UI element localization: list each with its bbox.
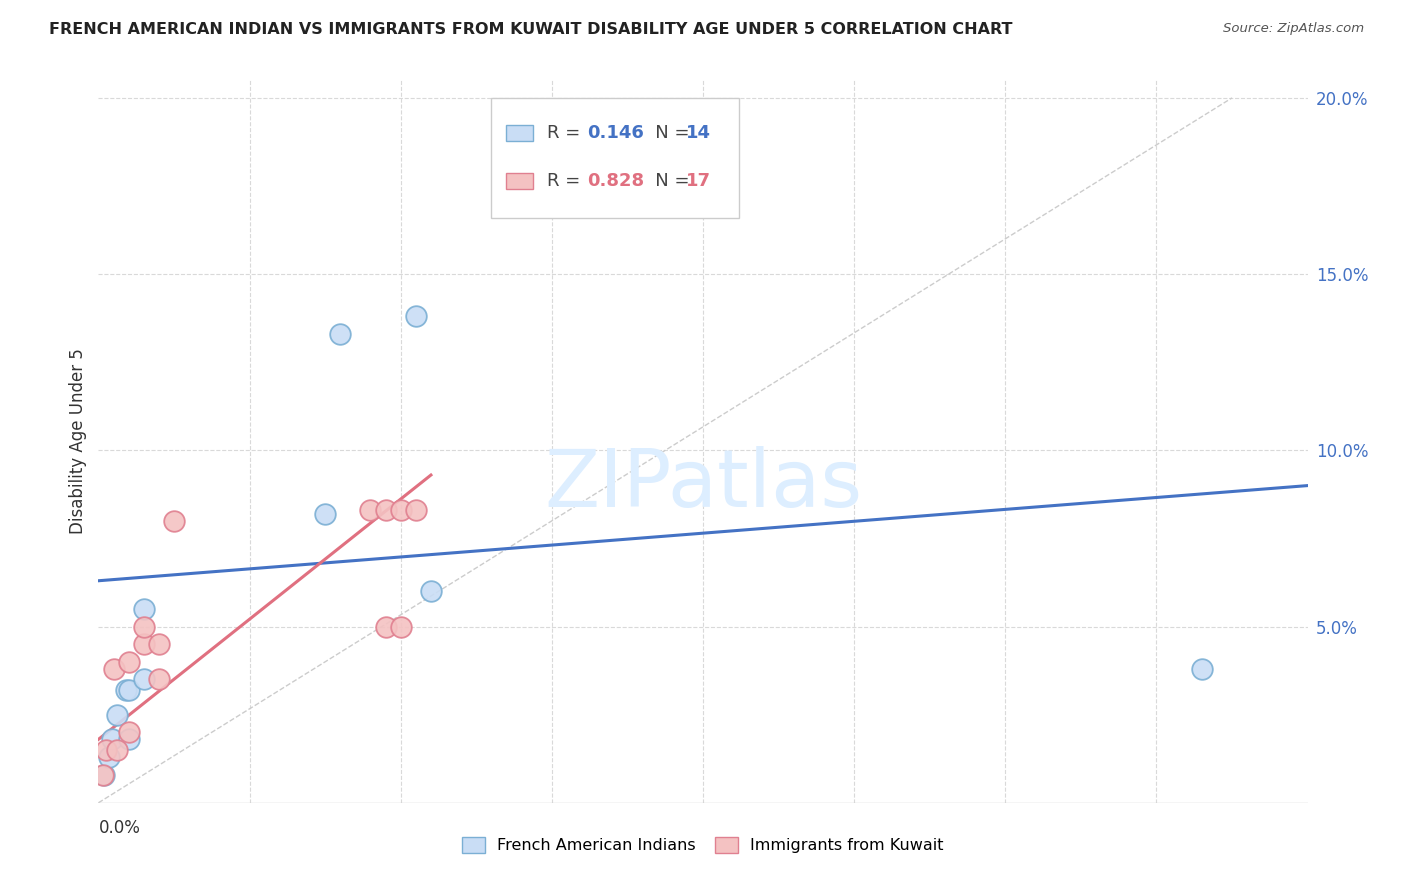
Text: 17: 17 [686, 172, 711, 190]
Point [374, 619, 396, 633]
Point [114, 683, 136, 698]
Point [132, 637, 155, 651]
Text: 0.146: 0.146 [586, 124, 644, 142]
Point [360, 503, 382, 517]
Point [94, 743, 117, 757]
Point [405, 503, 427, 517]
Bar [506, 125, 533, 141]
Point [389, 503, 412, 517]
Point [329, 326, 352, 341]
Legend: French American Indians, Immigrants from Kuwait: French American Indians, Immigrants from… [456, 831, 950, 860]
Point [103, 662, 125, 676]
Point [93, 767, 115, 781]
Point [148, 673, 170, 687]
Point [148, 637, 170, 651]
FancyBboxPatch shape [492, 98, 740, 218]
Point [101, 732, 124, 747]
Text: N =: N = [638, 172, 695, 190]
Y-axis label: Disability Age Under 5: Disability Age Under 5 [69, 349, 87, 534]
Text: 0.0%: 0.0% [98, 819, 141, 837]
Text: R =: R = [547, 124, 586, 142]
Point [132, 619, 155, 633]
Point [98, 750, 121, 764]
Point [118, 655, 141, 669]
Point [105, 707, 128, 722]
Text: R =: R = [547, 172, 586, 190]
Point [163, 514, 186, 528]
Text: Source: ZipAtlas.com: Source: ZipAtlas.com [1223, 22, 1364, 36]
Bar [506, 173, 533, 189]
Point [118, 732, 141, 747]
Point [420, 584, 443, 599]
Point [132, 602, 155, 616]
Point [389, 619, 412, 633]
Text: 0.828: 0.828 [586, 172, 644, 190]
Point [405, 310, 427, 324]
Text: 14: 14 [686, 124, 711, 142]
Point [1191, 662, 1213, 676]
Point [91, 767, 114, 781]
Point [132, 673, 155, 687]
Point [118, 725, 141, 739]
Text: ZIPatlas: ZIPatlas [544, 446, 862, 524]
Point [314, 507, 336, 521]
Point [374, 503, 396, 517]
Point [118, 683, 141, 698]
Point [105, 743, 128, 757]
Text: FRENCH AMERICAN INDIAN VS IMMIGRANTS FROM KUWAIT DISABILITY AGE UNDER 5 CORRELAT: FRENCH AMERICAN INDIAN VS IMMIGRANTS FRO… [49, 22, 1012, 37]
Text: N =: N = [638, 124, 695, 142]
